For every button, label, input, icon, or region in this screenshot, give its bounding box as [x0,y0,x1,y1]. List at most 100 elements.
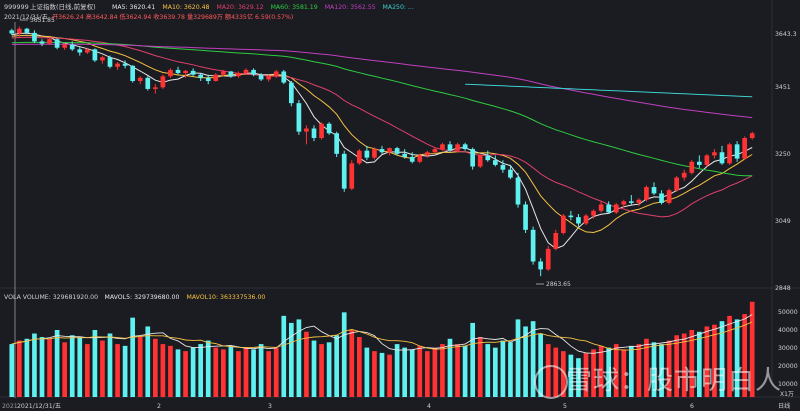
volume-bar [674,335,680,397]
volume-label: 10000 [778,381,798,388]
candle-body [92,49,98,61]
ma-legend-item: MA20: 3629.12 [217,4,264,11]
candle-body [288,82,294,104]
volume-bar [39,337,45,397]
volume-bar [409,349,415,397]
candle-body [198,74,204,78]
price-label: 3643.3 [775,31,797,38]
volume-bar [492,347,498,397]
candle-body [681,172,687,178]
candle-body [341,153,347,189]
volume-label: 40000 [778,327,798,334]
volume-bar [424,351,430,397]
volume-bar [137,337,143,397]
symbol-code: 999999 [4,3,29,11]
candle-body [712,152,717,156]
volume-bar [719,321,725,397]
mavol10-line [11,321,753,351]
volume-bar [145,326,151,397]
volume-bar [440,344,445,397]
volume-bar [160,344,166,397]
volume-bar [681,333,687,397]
volume-bar [628,345,634,397]
candle-body [100,57,105,61]
ma120-line [11,43,753,119]
candle-body [462,144,468,150]
candle-body [659,193,664,203]
candle-body [9,30,15,34]
volume-bar [387,354,392,397]
volume-bar [54,329,60,397]
candle-body [205,77,211,81]
volume-bars [9,301,755,397]
candle-body [606,204,612,213]
ma-legend-item: MA250: ... [383,4,414,11]
candle-body [591,210,596,216]
candle-body [379,149,385,153]
volume-bar [462,345,468,397]
candle-body [651,187,657,194]
volume-bar [326,342,332,397]
ma5-line [11,32,753,250]
volume-bar [16,340,22,397]
date-label: 2 [157,403,161,410]
volume-bar [175,349,181,397]
candle-body [258,74,264,80]
volume-bar [576,358,581,397]
candle-body [304,128,309,132]
volume-bar [402,347,408,397]
candle-body [613,204,619,213]
candle-body [62,44,68,48]
volume-bar [304,331,309,397]
volume-bar [696,331,702,397]
candle-body [719,152,725,164]
ma20-line [11,36,753,218]
volume-axis-labels: 50000 40000 30000 20000 10000 X1万 [778,309,798,398]
volume-bar [712,324,717,397]
candle-body [175,69,181,74]
candle-body [372,149,377,158]
volume-bar [508,342,513,397]
low-value: 2863.65 [546,281,571,288]
volume-bar [636,344,642,397]
candle-body [545,248,551,270]
candle-body [326,123,332,134]
volume-bar [32,333,37,397]
candle-body [689,161,695,173]
candle-body [432,149,438,153]
candle-body [666,190,672,203]
candle-body [447,144,453,151]
candle-body [243,69,249,74]
candle-body [273,71,279,77]
candle-body [213,74,219,81]
candle-body [296,103,302,132]
volume-bar [379,352,385,397]
price-label: 3250 [775,151,791,158]
candle-body [387,148,392,153]
volume-bar [432,347,438,397]
volume-bar [749,301,755,397]
volume-bar [258,344,264,397]
date-label: 日线 [778,402,790,410]
volume-bar [394,344,400,397]
candle-body [311,128,317,138]
volume-bar [24,338,30,397]
volume-bar [62,342,68,397]
candle-body [107,57,113,67]
candle-body [145,77,151,89]
candle-body [560,215,566,233]
candle-body [696,161,702,165]
candle-body [24,28,30,33]
candle-body [749,133,755,138]
volume-bar [190,347,196,397]
volume-bar [530,321,536,397]
candle-body [417,155,423,162]
ma-legend-item: MA5: 3620.41 [112,4,155,11]
candle-body [424,152,430,156]
volume-bar [372,351,377,397]
date-label: 6 [690,403,694,410]
candle-body [500,164,506,170]
candle-body [409,157,415,162]
